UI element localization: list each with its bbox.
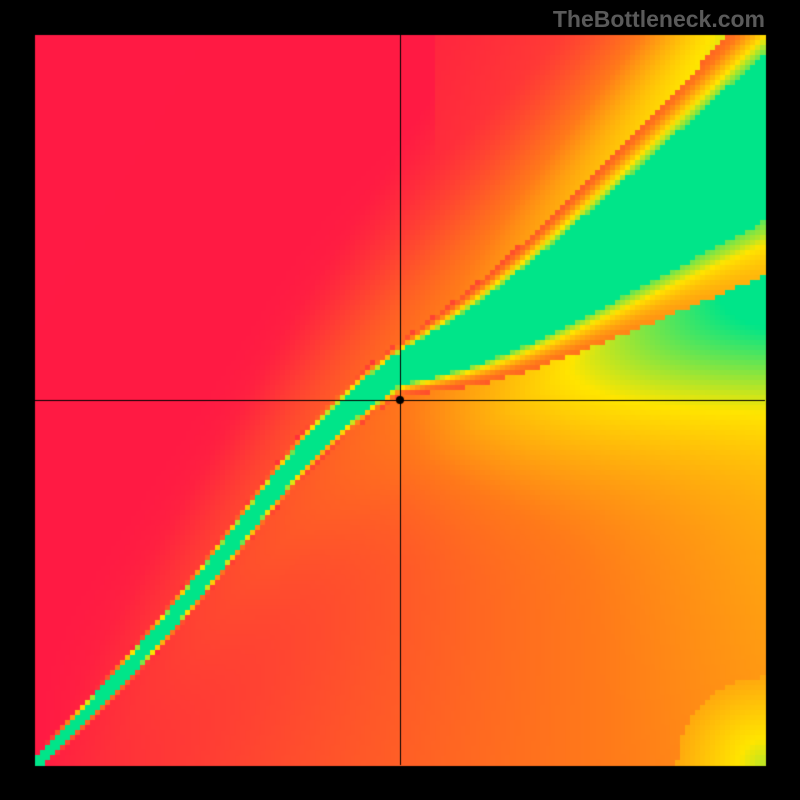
bottleneck-heatmap xyxy=(0,0,800,800)
attribution-label: TheBottleneck.com xyxy=(553,6,765,33)
chart-container: TheBottleneck.com xyxy=(0,0,800,800)
